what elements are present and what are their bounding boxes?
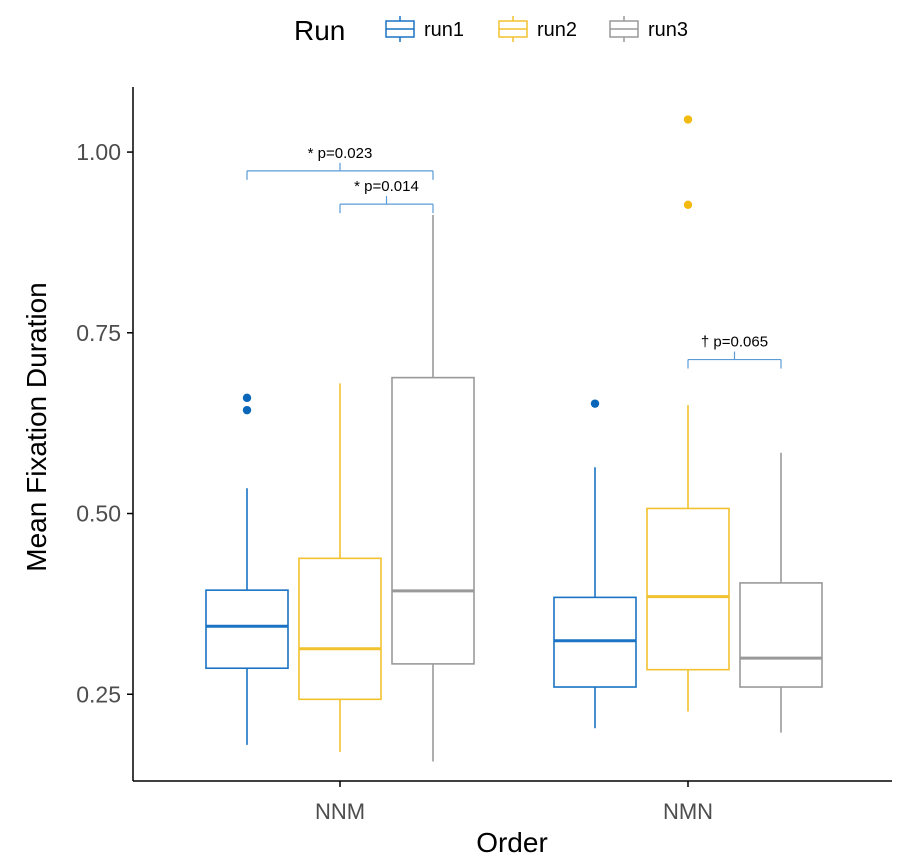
y-tick-label: 0.25 [76, 681, 121, 707]
outlier-point [242, 393, 252, 403]
box-run1-NMN [553, 399, 637, 729]
significance-bracket: † p=0.065 [687, 334, 782, 369]
box-iqr [391, 376, 475, 665]
legend-label: run1 [424, 19, 464, 41]
x-axis-title: Order [476, 827, 548, 858]
box-iqr [646, 507, 730, 671]
legend-item-run2: run2 [498, 16, 577, 42]
y-tick-label: 0.75 [76, 320, 121, 346]
legend-label: run2 [537, 19, 577, 41]
significance-label: * p=0.014 [354, 178, 419, 195]
y-tick-label: 1.00 [76, 139, 121, 165]
outlier-point [683, 200, 693, 210]
box-run3-NMN [739, 452, 823, 733]
significance-bracket: * p=0.023 [246, 145, 434, 180]
legend-label: run3 [648, 19, 688, 41]
box-run1-NNM [205, 393, 289, 745]
y-axis-title: Mean Fixation Duration [21, 282, 52, 571]
box-iqr [739, 582, 823, 688]
outlier-point [242, 405, 252, 415]
significance-label: * p=0.023 [308, 145, 373, 162]
box-run2-NNM [298, 383, 382, 753]
legend-title: Run [294, 15, 345, 46]
box-iqr [205, 589, 289, 670]
box-iqr [298, 557, 382, 701]
legend: Run run1 run2 run3 [294, 15, 688, 46]
significance-label: † p=0.065 [701, 334, 768, 351]
x-tick-label: NNM [315, 799, 365, 824]
y-tick-label: 0.50 [76, 501, 121, 527]
box-run2-NMN [646, 115, 730, 712]
outlier-point [590, 399, 600, 408]
x-tick-label: NMN [663, 799, 713, 824]
box-run3-NNM [391, 214, 475, 762]
outlier-point [683, 115, 693, 124]
legend-item-run3: run3 [609, 16, 688, 42]
significance-bracket: * p=0.014 [339, 178, 434, 214]
legend-item-run1: run1 [385, 16, 464, 42]
axes: 0.25 0.50 0.75 1.00 NNM NMN [76, 87, 892, 824]
